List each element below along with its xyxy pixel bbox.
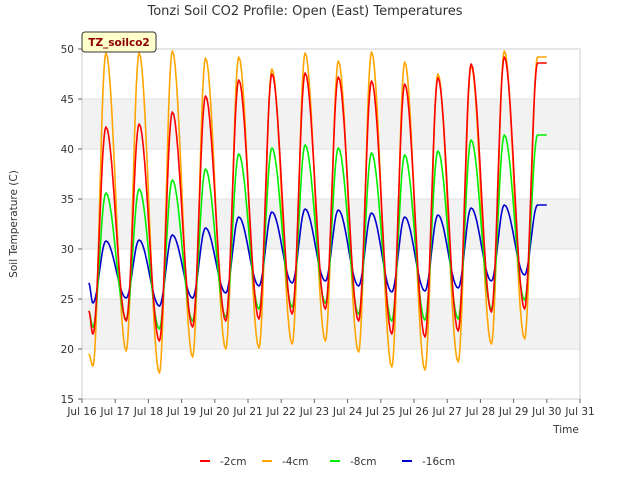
legend-label: -16cm (422, 456, 455, 468)
y-tick-label: 30 (61, 244, 74, 256)
y-axis-ticks: 15 20 25 30 35 40 45 50 (61, 44, 82, 406)
legend-item: -8cm (330, 456, 376, 468)
y-tick-label: 45 (61, 94, 74, 106)
background-band (82, 299, 580, 349)
background-band (82, 99, 580, 149)
x-tick-label: Jul 24 (332, 406, 363, 418)
x-axis-label: Time (552, 424, 579, 436)
series-line-neg2cm (88, 56, 547, 342)
site-label: TZ_soilco2 (88, 37, 149, 49)
x-tick-label: Jul 19 (166, 406, 196, 418)
x-tick-label: Jul 29 (498, 406, 528, 418)
legend: -2cm -4cm -8cm -16cm (200, 456, 455, 468)
legend-item: -4cm (262, 456, 308, 468)
legend-item: -2cm (200, 456, 246, 468)
x-axis-ticks: Jul 16 Jul 17 Jul 18 Jul 19 Jul 20 Jul 21 Jul … (66, 399, 595, 418)
x-tick-label: Jul 17 (100, 406, 130, 418)
legend-item: -16cm (402, 456, 455, 468)
x-tick-label: Jul 25 (365, 406, 395, 418)
legend-label: -4cm (282, 456, 308, 468)
plot-frame (81, 48, 581, 400)
x-tick-label: Jul 27 (432, 406, 462, 418)
site-label-box: TZ_soilco2 (81, 31, 157, 53)
x-tick-label: Jul 20 (199, 406, 229, 418)
series-layer (88, 50, 547, 374)
y-tick-label: 35 (61, 194, 74, 206)
y-axis-label: Soil Temperature (C) (8, 170, 20, 278)
y-tick-label: 25 (61, 294, 74, 306)
x-tick-label: Jul 16 (66, 406, 97, 418)
legend-label: -2cm (220, 456, 246, 468)
x-tick-label: Jul 28 (465, 406, 495, 418)
y-tick-label: 20 (61, 344, 74, 356)
y-tick-label: 40 (61, 144, 74, 156)
x-tick-label: Jul 23 (299, 406, 329, 418)
x-tick-label: Jul 18 (133, 406, 163, 418)
x-tick-label: Jul 30 (531, 406, 561, 418)
x-tick-label: Jul 26 (398, 406, 429, 418)
legend-label: -8cm (350, 456, 376, 468)
y-tick-label: 15 (61, 394, 74, 406)
x-tick-label: Jul 21 (232, 406, 262, 418)
x-tick-label: Jul 31 (564, 406, 594, 418)
chart-title: Tonzi Soil CO2 Profile: Open (East) Temp… (146, 4, 462, 19)
x-tick-label: Jul 22 (266, 406, 296, 418)
y-tick-label: 50 (61, 44, 74, 56)
